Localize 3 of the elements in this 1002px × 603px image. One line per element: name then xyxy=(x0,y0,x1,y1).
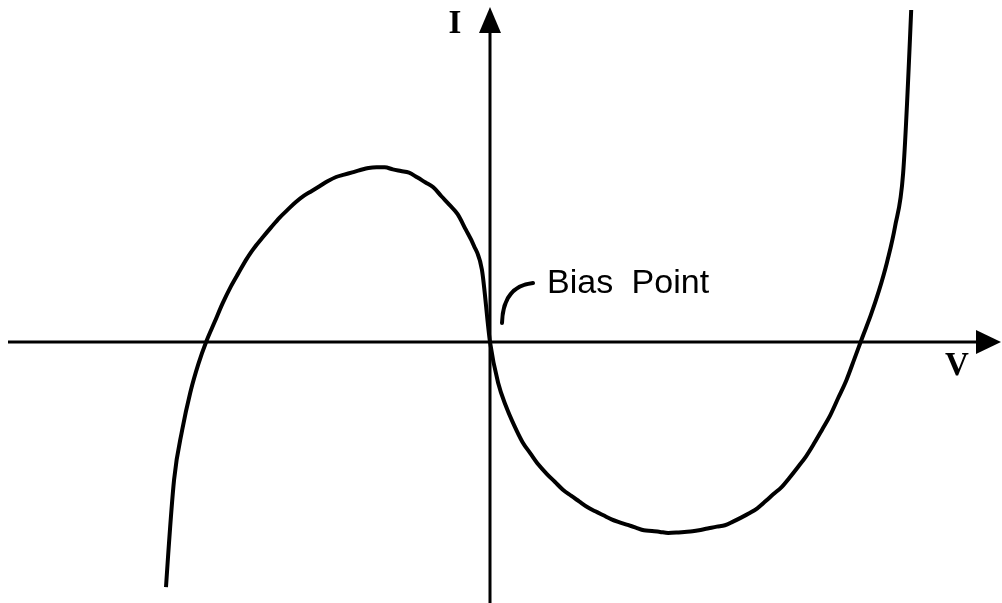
x-axis-title: V xyxy=(945,346,970,382)
annotation: Bias Point xyxy=(547,262,710,300)
y-axis-title: I xyxy=(448,4,462,40)
